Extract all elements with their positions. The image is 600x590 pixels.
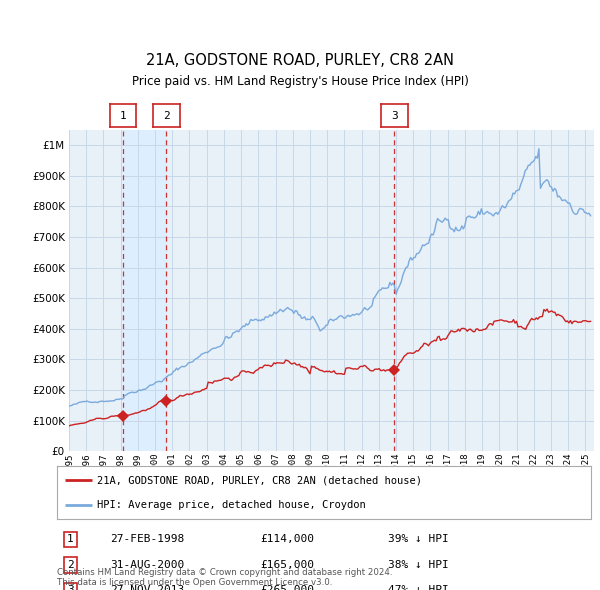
Bar <box>123 130 166 451</box>
Text: £165,000: £165,000 <box>260 560 314 570</box>
Text: £114,000: £114,000 <box>260 535 314 545</box>
Text: 3: 3 <box>391 111 398 120</box>
Text: Contains HM Land Registry data © Crown copyright and database right 2024.
This d: Contains HM Land Registry data © Crown c… <box>57 568 392 587</box>
Text: 3: 3 <box>67 585 74 590</box>
Text: 2: 2 <box>163 111 170 120</box>
Text: 1: 1 <box>67 535 74 545</box>
Text: 39% ↓ HPI: 39% ↓ HPI <box>388 535 449 545</box>
Text: Price paid vs. HM Land Registry's House Price Index (HPI): Price paid vs. HM Land Registry's House … <box>131 76 469 88</box>
Text: HPI: Average price, detached house, Croydon: HPI: Average price, detached house, Croy… <box>97 500 366 510</box>
Text: 31-AUG-2000: 31-AUG-2000 <box>110 560 185 570</box>
Text: 2: 2 <box>67 560 74 570</box>
Text: 38% ↓ HPI: 38% ↓ HPI <box>388 560 449 570</box>
Text: 21A, GODSTONE ROAD, PURLEY, CR8 2AN: 21A, GODSTONE ROAD, PURLEY, CR8 2AN <box>146 53 454 68</box>
Text: 27-FEB-1998: 27-FEB-1998 <box>110 535 185 545</box>
Text: 27-NOV-2013: 27-NOV-2013 <box>110 585 185 590</box>
Text: 21A, GODSTONE ROAD, PURLEY, CR8 2AN (detached house): 21A, GODSTONE ROAD, PURLEY, CR8 2AN (det… <box>97 476 422 486</box>
Text: 1: 1 <box>120 111 127 120</box>
Text: 47% ↓ HPI: 47% ↓ HPI <box>388 585 449 590</box>
Text: £265,000: £265,000 <box>260 585 314 590</box>
